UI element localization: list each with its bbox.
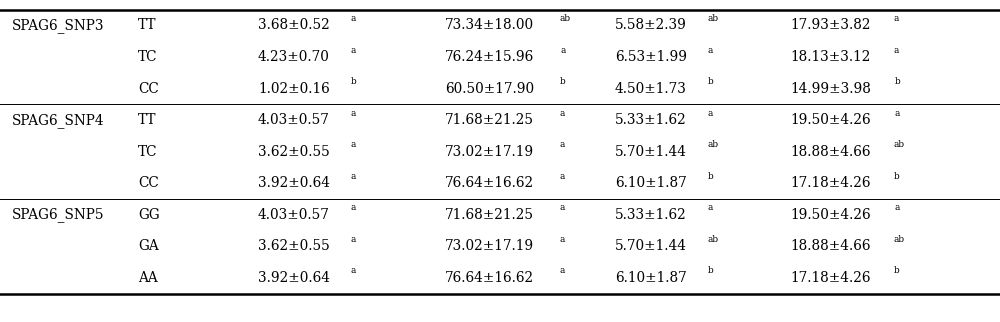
Text: a: a <box>351 45 356 54</box>
Text: 4.03±0.57: 4.03±0.57 <box>258 208 330 222</box>
Text: TC: TC <box>138 145 158 159</box>
Text: 17.18±4.26: 17.18±4.26 <box>790 271 870 285</box>
Text: b: b <box>894 266 900 275</box>
Text: ab: ab <box>560 14 571 23</box>
Text: 73.34±18.00: 73.34±18.00 <box>445 18 534 33</box>
Text: 76.64±16.62: 76.64±16.62 <box>445 271 534 285</box>
Text: AA: AA <box>138 271 158 285</box>
Text: a: a <box>351 109 356 118</box>
Text: 17.18±4.26: 17.18±4.26 <box>790 176 870 190</box>
Text: a: a <box>351 235 356 244</box>
Text: a: a <box>560 45 566 54</box>
Text: SPAG6_SNP3: SPAG6_SNP3 <box>12 18 104 33</box>
Text: ab: ab <box>894 140 905 149</box>
Text: 6.10±1.87: 6.10±1.87 <box>615 271 687 285</box>
Text: 5.33±1.62: 5.33±1.62 <box>615 113 687 127</box>
Text: ab: ab <box>708 140 719 149</box>
Text: a: a <box>894 203 899 212</box>
Text: GG: GG <box>138 208 160 222</box>
Text: 4.23±0.70: 4.23±0.70 <box>258 50 330 64</box>
Text: b: b <box>560 77 566 86</box>
Text: 6.10±1.87: 6.10±1.87 <box>615 176 687 190</box>
Text: 17.93±3.82: 17.93±3.82 <box>790 18 870 33</box>
Text: 1.02±0.16: 1.02±0.16 <box>258 81 330 96</box>
Text: a: a <box>560 109 565 118</box>
Text: a: a <box>560 266 565 275</box>
Text: 76.24±15.96: 76.24±15.96 <box>445 50 534 64</box>
Text: 71.68±21.25: 71.68±21.25 <box>445 113 534 127</box>
Text: b: b <box>351 77 356 86</box>
Text: 18.13±3.12: 18.13±3.12 <box>790 50 870 64</box>
Text: b: b <box>708 266 713 275</box>
Text: b: b <box>708 77 713 86</box>
Text: a: a <box>708 109 713 118</box>
Text: a: a <box>894 109 899 118</box>
Text: b: b <box>894 172 900 181</box>
Text: SPAG6_SNP4: SPAG6_SNP4 <box>12 113 105 128</box>
Text: 3.92±0.64: 3.92±0.64 <box>258 176 330 190</box>
Text: CC: CC <box>138 81 159 96</box>
Text: 18.88±4.66: 18.88±4.66 <box>790 145 870 159</box>
Text: 18.88±4.66: 18.88±4.66 <box>790 239 870 253</box>
Text: 60.50±17.90: 60.50±17.90 <box>445 81 534 96</box>
Text: a: a <box>708 45 713 54</box>
Text: CC: CC <box>138 176 159 190</box>
Text: a: a <box>351 203 356 212</box>
Text: a: a <box>708 203 713 212</box>
Text: b: b <box>894 77 900 86</box>
Text: ab: ab <box>708 235 719 244</box>
Text: 4.50±1.73: 4.50±1.73 <box>615 81 687 96</box>
Text: ab: ab <box>894 235 905 244</box>
Text: 19.50±4.26: 19.50±4.26 <box>790 208 871 222</box>
Text: 5.70±1.44: 5.70±1.44 <box>615 145 687 159</box>
Text: TC: TC <box>138 50 158 64</box>
Text: 3.62±0.55: 3.62±0.55 <box>258 239 330 253</box>
Text: a: a <box>351 172 356 181</box>
Text: 14.99±3.98: 14.99±3.98 <box>790 81 871 96</box>
Text: a: a <box>351 140 356 149</box>
Text: TT: TT <box>138 113 156 127</box>
Text: ab: ab <box>708 14 719 23</box>
Text: a: a <box>560 203 565 212</box>
Text: SPAG6_SNP5: SPAG6_SNP5 <box>12 207 104 222</box>
Text: TT: TT <box>138 18 156 33</box>
Text: 5.58±2.39: 5.58±2.39 <box>615 18 687 33</box>
Text: 5.70±1.44: 5.70±1.44 <box>615 239 687 253</box>
Text: 19.50±4.26: 19.50±4.26 <box>790 113 871 127</box>
Text: 73.02±17.19: 73.02±17.19 <box>445 239 534 253</box>
Text: 3.68±0.52: 3.68±0.52 <box>258 18 330 33</box>
Text: a: a <box>560 172 565 181</box>
Text: a: a <box>894 14 899 23</box>
Text: 6.53±1.99: 6.53±1.99 <box>615 50 687 64</box>
Text: 4.03±0.57: 4.03±0.57 <box>258 113 330 127</box>
Text: 5.33±1.62: 5.33±1.62 <box>615 208 687 222</box>
Text: GA: GA <box>138 239 159 253</box>
Text: 3.62±0.55: 3.62±0.55 <box>258 145 330 159</box>
Text: 3.92±0.64: 3.92±0.64 <box>258 271 330 285</box>
Text: a: a <box>894 45 899 54</box>
Text: 76.64±16.62: 76.64±16.62 <box>445 176 534 190</box>
Text: 73.02±17.19: 73.02±17.19 <box>445 145 534 159</box>
Text: a: a <box>351 266 356 275</box>
Text: a: a <box>351 14 356 23</box>
Text: a: a <box>560 235 565 244</box>
Text: 71.68±21.25: 71.68±21.25 <box>445 208 534 222</box>
Text: b: b <box>708 172 713 181</box>
Text: a: a <box>560 140 565 149</box>
